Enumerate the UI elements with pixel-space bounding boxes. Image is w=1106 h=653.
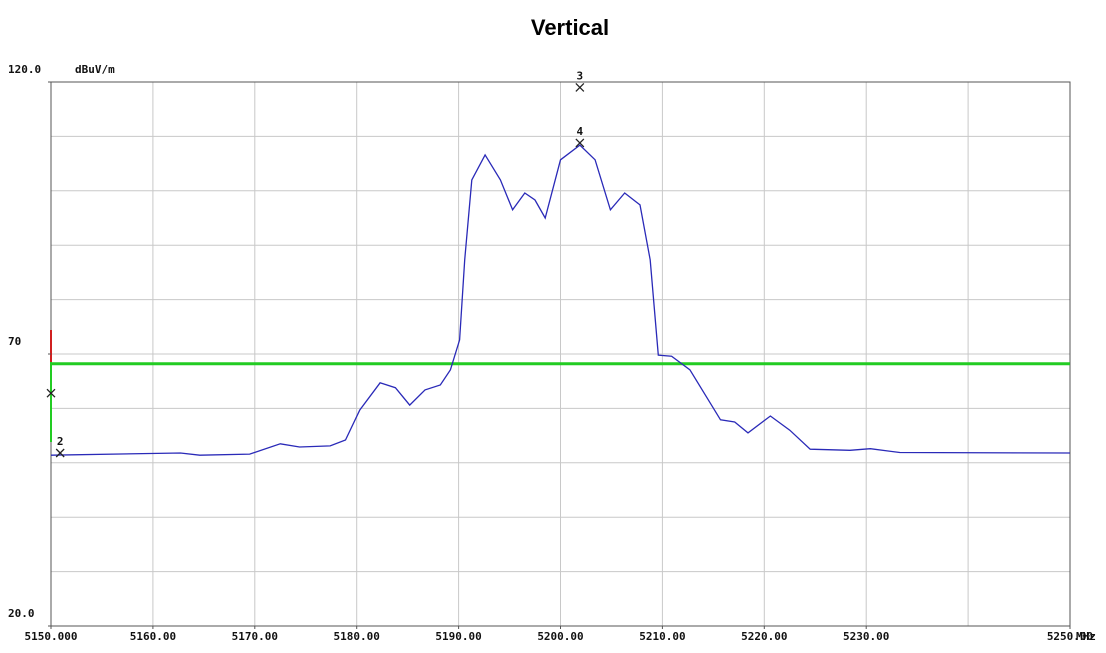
x-axis-label: MHz xyxy=(1076,630,1096,643)
x-tick-label: 5230.00 xyxy=(843,630,889,643)
marker-label: 4 xyxy=(577,125,584,138)
marker-label: 3 xyxy=(577,69,584,82)
x-tick-label: 5250.00 xyxy=(1047,630,1093,643)
marker-stroke xyxy=(575,138,585,148)
x-tick-label: 5150.000 xyxy=(25,630,78,643)
x-tick-label: 5180.00 xyxy=(334,630,380,643)
y-tick-label: 20.0 xyxy=(8,607,35,620)
x-tick-label: 5210.00 xyxy=(639,630,685,643)
marker-stroke xyxy=(55,448,65,458)
x-tick-label: 5170.00 xyxy=(232,630,278,643)
grid xyxy=(50,81,1071,627)
x-tick-label: 5200.00 xyxy=(537,630,583,643)
x-tick-label: 5190.00 xyxy=(435,630,481,643)
x-tick-label: 5220.00 xyxy=(741,630,787,643)
marker-label: 2 xyxy=(57,435,64,448)
marker-stroke xyxy=(46,388,56,398)
y-axis-label: dBuV/m xyxy=(75,63,115,76)
x-tick-label: 5160.00 xyxy=(130,630,176,643)
y-tick-label: 120.0 xyxy=(8,63,41,76)
marker xyxy=(575,138,585,148)
marker xyxy=(55,448,65,458)
marker xyxy=(46,388,56,398)
marker-stroke xyxy=(575,82,585,92)
trace xyxy=(50,144,1071,456)
chart-title: Vertical xyxy=(531,15,609,40)
marker xyxy=(575,82,585,92)
y-tick-label: 70 xyxy=(8,335,21,348)
